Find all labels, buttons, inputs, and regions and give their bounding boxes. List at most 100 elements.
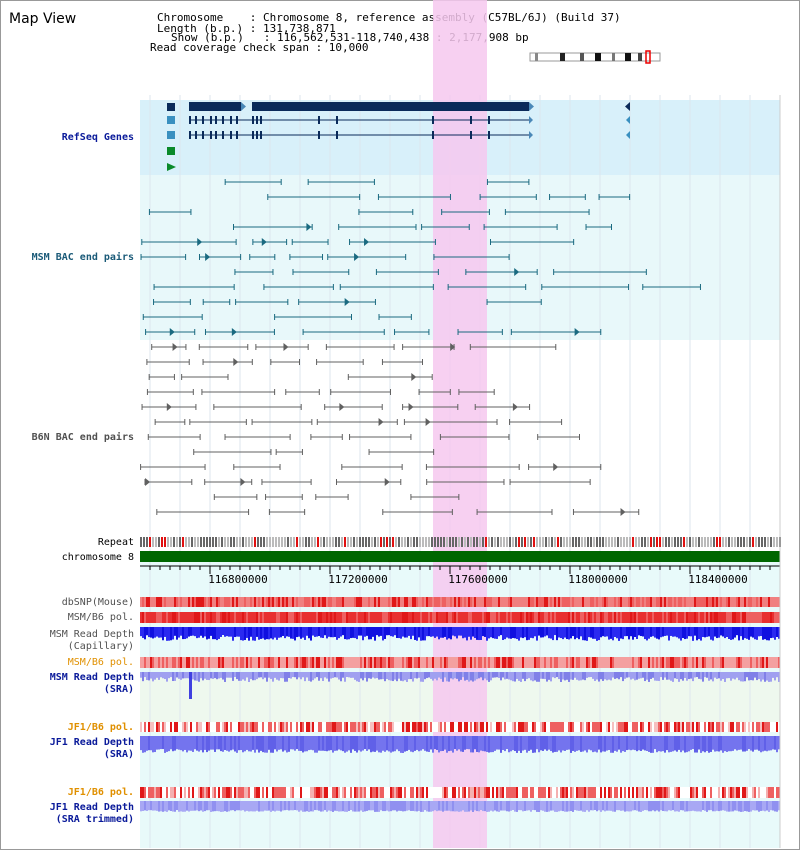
jf1-depth-sra-bar	[478, 736, 480, 753]
msm-depth-sra-bar	[490, 672, 492, 681]
dbsnp-label[interactable]: dbSNP(Mouse)	[61, 597, 134, 608]
ideogram-band	[638, 53, 642, 61]
repeat-mark	[443, 537, 445, 547]
exon	[256, 131, 258, 139]
jf1-depth-trim-bar	[730, 801, 732, 812]
msm-b6-pol-strip	[158, 612, 160, 623]
msm-depth-capillary-bar	[340, 627, 342, 637]
dbsnp-strip	[428, 597, 430, 607]
msm-depth-capillary-bar	[218, 627, 220, 639]
jf1-depth-sra-bar	[516, 736, 518, 753]
jf1-b6-pol-label[interactable]: JF1/B6 pol.	[67, 722, 134, 733]
msm-depth-capillary-label[interactable]: MSM Read Depth	[49, 629, 134, 640]
dbsnp-strip	[248, 597, 250, 607]
msm-bac-label[interactable]: MSM BAC end pairs	[31, 252, 134, 263]
jf1-b6-pol-strip-2	[432, 787, 434, 798]
msm-b6-pol-strip	[488, 612, 490, 623]
msm-b6-pol-strip	[428, 612, 430, 623]
jf1-b6-pol-strip-2	[156, 787, 158, 798]
msm-depth-sra-bar	[258, 672, 260, 678]
msm-depth-sra-bar	[554, 672, 556, 679]
dbsnp-strip	[308, 597, 310, 607]
msm-depth-capillary-bar	[180, 627, 182, 636]
jf1-depth-sra-bar	[160, 736, 162, 750]
jf1-b6-pol-strip	[626, 722, 628, 732]
repeat-mark	[731, 537, 733, 547]
jf1-depth-trim-bar	[324, 801, 326, 811]
jf1-b6-pol-strip	[506, 722, 508, 732]
exon	[202, 116, 204, 124]
msm-depth-capillary-bar	[364, 627, 366, 637]
repeat-mark	[494, 537, 496, 547]
ideogram-band	[560, 53, 565, 61]
jf1-depth-trim-bar	[472, 801, 474, 812]
b6n-bac-label[interactable]: B6N BAC end pairs	[31, 432, 134, 443]
msm-depth-capillary-bar	[184, 627, 186, 640]
msm-b6-pol-strip-2	[258, 657, 260, 668]
msm-b6-pol-strip	[440, 612, 442, 623]
jf1-b6-pol-strip-2	[404, 787, 406, 798]
dbsnp-strip	[666, 597, 668, 607]
refseq-genes-label[interactable]: RefSeq Genes	[61, 132, 134, 143]
jf1-b6-pol-strip-2	[554, 787, 556, 798]
repeat-label[interactable]: Repeat	[97, 537, 134, 548]
jf1-b6-pol-strip	[322, 722, 324, 732]
jf1-b6-pol-strip-2	[572, 787, 574, 798]
jf1-depth-sra-label[interactable]: JF1 Read Depth	[49, 737, 134, 748]
jf1-depth-trim-bar	[310, 801, 312, 812]
msm-depth-sra-bar	[732, 672, 734, 679]
msm-b6-pol-strip	[410, 612, 412, 623]
msm-depth-capillary-bar	[188, 627, 190, 637]
dbsnp-strip	[150, 597, 152, 607]
msm-b6-pol-strip-2	[682, 657, 684, 668]
jf1-b6-pol-strip	[168, 722, 170, 732]
msm-b6-pol-strip-2	[178, 657, 180, 668]
msm-depth-sra-label[interactable]: MSM Read Depth	[49, 672, 134, 683]
msm-b6-pol-strip-2	[514, 657, 516, 668]
gene-block	[189, 102, 241, 111]
jf1-depth-trim-label[interactable]: JF1 Read Depth	[49, 802, 134, 813]
dbsnp-strip	[386, 597, 388, 607]
repeat-mark	[263, 537, 265, 547]
msm-b6-pol-strip	[250, 612, 252, 623]
jf1-depth-sra-bar	[744, 736, 746, 752]
jf1-depth-sra-bar	[452, 736, 454, 753]
msm-depth-capillary-bar	[400, 627, 402, 639]
msm-b6-pol-label-2[interactable]: MSM/B6 pol.	[67, 657, 134, 668]
jf1-depth-sra-bar	[320, 736, 322, 751]
repeat-mark	[308, 537, 310, 547]
chromosome-label[interactable]: chromosome 8	[61, 552, 134, 563]
jf1-depth-trim-bar	[300, 801, 302, 811]
b6n-bac-pair-arrow	[283, 343, 289, 351]
jf1-b6-pol-strip	[660, 722, 662, 732]
jf1-b6-pol-strip-2	[460, 787, 462, 798]
jf1-b6-pol-strip-2	[672, 787, 674, 798]
jf1-depth-sra-bar	[292, 736, 294, 750]
jf1-b6-pol-label-2[interactable]: JF1/B6 pol.	[67, 787, 134, 798]
jf1-b6-pol-strip	[714, 722, 716, 732]
jf1-b6-pol-strip-2	[770, 787, 772, 798]
jf1-b6-pol-strip	[418, 722, 420, 732]
jf1-depth-trim-bar	[382, 801, 384, 812]
msm-b6-pol-strip	[364, 612, 366, 623]
msm-depth-capillary-bar	[334, 627, 336, 637]
dbsnp-strip	[396, 597, 398, 607]
ruler-tick-label: 118400000	[688, 573, 748, 586]
jf1-depth-sra-bar	[266, 736, 268, 753]
jf1-b6-pol-strip-2	[292, 787, 294, 798]
msm-b6-pol-strip-2	[340, 657, 342, 668]
jf1-depth-trim-bar	[724, 801, 726, 811]
msm-b6-pol-strip	[684, 612, 686, 623]
msm-depth-capillary-bar	[352, 627, 354, 638]
jf1-depth-trim-bar	[338, 801, 340, 812]
jf1-depth-trim-bar	[560, 801, 562, 811]
dbsnp-strip	[344, 597, 346, 607]
dbsnp-strip	[576, 597, 578, 607]
jf1-b6-pol-strip-2	[660, 787, 662, 798]
jf1-b6-pol-strip	[290, 722, 292, 732]
msm-b6-pol-strip-2	[672, 657, 674, 668]
msm-b6-pol-label[interactable]: MSM/B6 pol.	[67, 612, 134, 623]
jf1-depth-trim-bar	[740, 801, 742, 812]
jf1-b6-pol-strip	[400, 722, 402, 732]
